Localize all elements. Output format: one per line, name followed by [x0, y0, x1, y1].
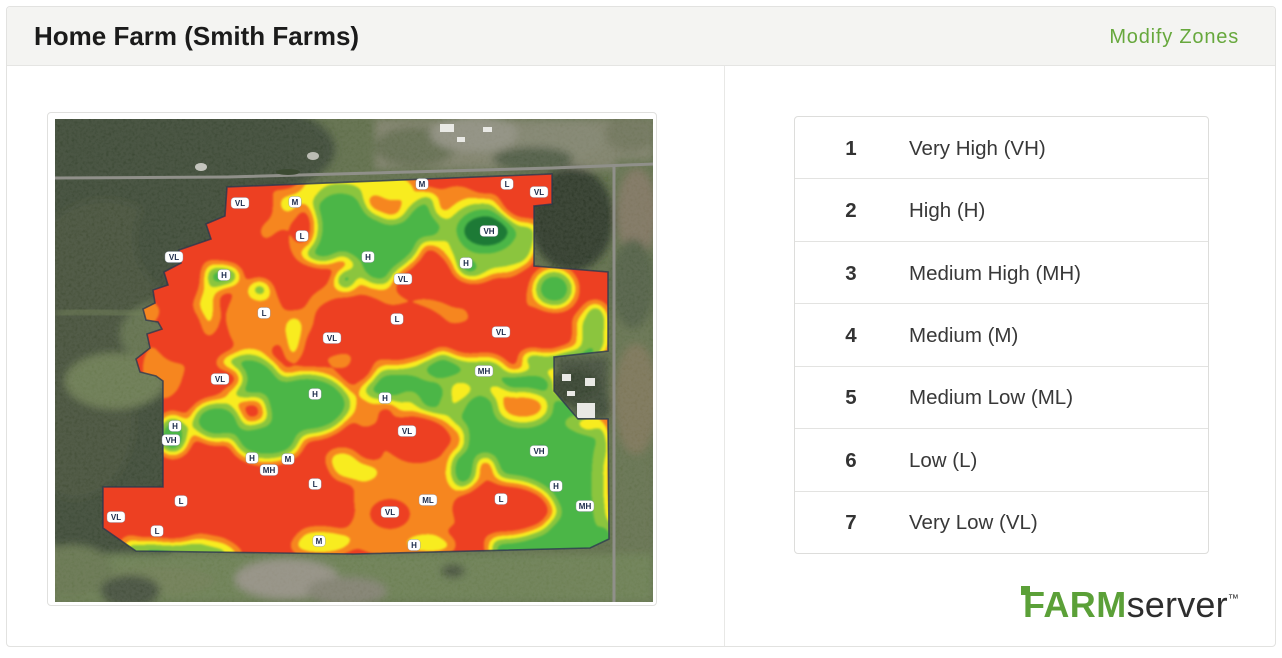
- svg-text:L: L: [300, 232, 305, 241]
- svg-text:MH: MH: [478, 367, 491, 376]
- svg-text:MH: MH: [263, 466, 276, 475]
- svg-text:L: L: [505, 180, 510, 189]
- svg-text:VL: VL: [385, 508, 395, 517]
- svg-text:MH: MH: [579, 502, 592, 511]
- svg-text:H: H: [463, 259, 469, 268]
- svg-text:M: M: [316, 537, 323, 546]
- svg-text:H: H: [312, 390, 318, 399]
- svg-text:VL: VL: [327, 334, 337, 343]
- svg-text:VL: VL: [215, 375, 225, 384]
- svg-text:H: H: [382, 394, 388, 403]
- svg-text:L: L: [262, 309, 267, 318]
- svg-text:VL: VL: [402, 427, 412, 436]
- svg-text:VH: VH: [533, 447, 544, 456]
- svg-text:L: L: [395, 315, 400, 324]
- svg-text:ML: ML: [422, 496, 434, 505]
- svg-text:M: M: [285, 455, 292, 464]
- svg-text:H: H: [411, 541, 417, 550]
- svg-text:L: L: [155, 527, 160, 536]
- svg-text:H: H: [172, 422, 178, 431]
- svg-text:VL: VL: [235, 199, 245, 208]
- svg-text:H: H: [553, 482, 559, 491]
- svg-text:L: L: [179, 497, 184, 506]
- svg-text:VL: VL: [111, 513, 121, 522]
- svg-text:H: H: [365, 253, 371, 262]
- svg-text:VH: VH: [165, 436, 176, 445]
- svg-text:VL: VL: [398, 275, 408, 284]
- svg-text:VL: VL: [496, 328, 506, 337]
- svg-text:M: M: [419, 180, 426, 189]
- svg-text:VH: VH: [483, 227, 494, 236]
- svg-text:VL: VL: [169, 253, 179, 262]
- svg-text:M: M: [292, 198, 299, 207]
- svg-text:L: L: [313, 480, 318, 489]
- svg-text:H: H: [221, 271, 227, 280]
- svg-text:VL: VL: [534, 188, 544, 197]
- svg-text:L: L: [499, 495, 504, 504]
- svg-text:H: H: [249, 454, 255, 463]
